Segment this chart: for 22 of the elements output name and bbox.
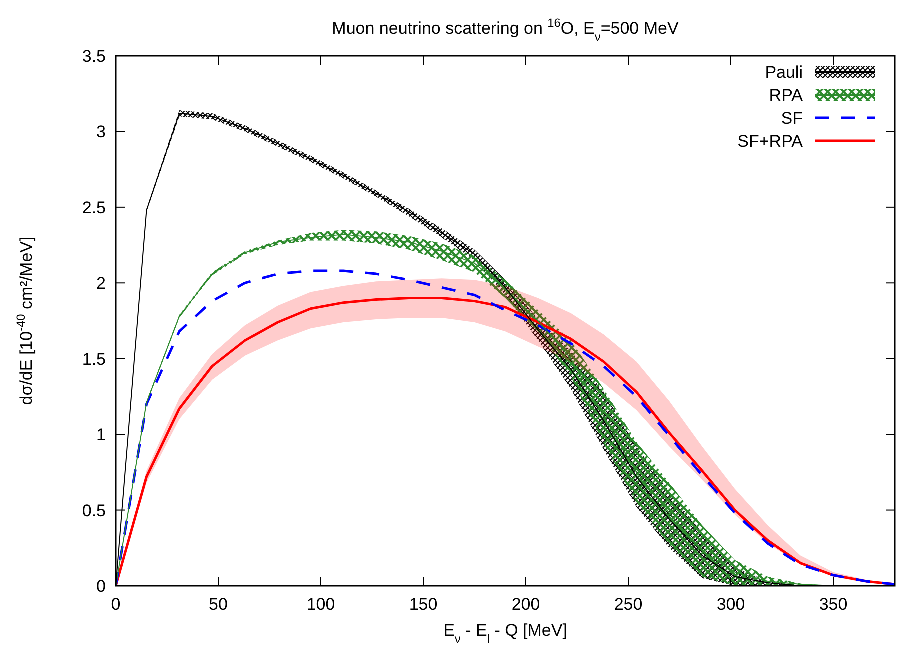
y-tick-label: 1 [96,426,106,445]
x-tick-label: 200 [512,595,540,614]
x-tick-label: 300 [716,595,746,614]
y-tick-label: 3.5 [82,47,106,66]
x-tick-label: 350 [819,595,848,614]
x-axis-title: E$_{ν}$ - E$_{l}$ - Q [MeV] [444,621,568,646]
y-tick-label: 2.5 [82,198,106,218]
chart-title: Muon neutrino scattering on $^{16}$O, E$_{ν}$=500 MeV [332,16,680,44]
x-tick-label: 50 [209,595,228,614]
y-tick-label: 0 [96,577,106,596]
x-tick-label: 100 [306,595,336,614]
y-tick-label: 0.5 [82,501,106,520]
x-tick-label: 0 [111,595,121,614]
x-tick-label: 150 [409,595,438,614]
legend-label: SF+RPA [738,132,804,151]
y-tick-label: 2 [96,274,106,294]
legend-label: Pauli [765,63,803,82]
x-tick-label: 250 [614,595,643,614]
y-tick-label: 1.5 [82,350,106,369]
y-tick-label: 3 [96,122,106,142]
legend-label: SF [781,109,803,128]
legend-label: RPA [769,86,804,105]
